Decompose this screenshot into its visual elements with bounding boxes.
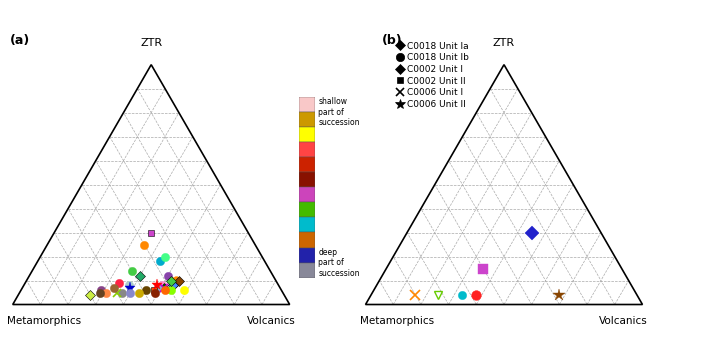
Legend: C0018 Unit Ia, C0018 Unit Ib, C0002 Unit I, C0002 Unit II, C0006 Unit I, C0006 U: C0018 Unit Ia, C0018 Unit Ib, C0002 Unit…	[395, 42, 469, 109]
Text: Volcanics: Volcanics	[599, 315, 648, 325]
Text: shallow
part of
succession: shallow part of succession	[318, 97, 360, 127]
Text: deep
part of
succession: deep part of succession	[318, 248, 360, 278]
Text: (a): (a)	[10, 34, 30, 47]
Bar	[299, 202, 315, 218]
Bar	[299, 142, 315, 157]
Text: Metamorphics: Metamorphics	[360, 315, 434, 325]
Text: Volcanics: Volcanics	[246, 315, 295, 325]
Bar	[299, 187, 315, 202]
Text: ZTR: ZTR	[493, 38, 515, 48]
Bar	[299, 232, 315, 247]
Bar	[299, 218, 315, 232]
Bar	[299, 172, 315, 187]
Bar	[299, 157, 315, 172]
Bar	[299, 247, 315, 263]
Bar	[299, 127, 315, 142]
Text: ZTR: ZTR	[140, 38, 162, 48]
Text: (b): (b)	[382, 34, 402, 47]
Bar	[299, 263, 315, 278]
Text: Metamorphics: Metamorphics	[7, 315, 81, 325]
Bar	[299, 97, 315, 112]
Bar	[299, 112, 315, 127]
